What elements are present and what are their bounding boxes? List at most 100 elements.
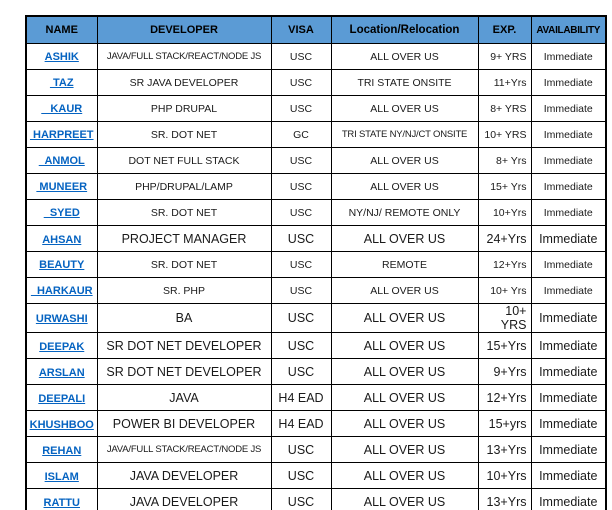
- candidate-name-link[interactable]: RATTU: [43, 496, 80, 509]
- cell-developer: SR. PHP: [96, 277, 272, 304]
- cell-location: ALL OVER US: [330, 462, 479, 489]
- candidate-name-link[interactable]: SYED: [43, 206, 80, 219]
- cell-exp: 10+ YRS: [477, 303, 532, 333]
- cell-exp: 15+ Yrs: [477, 173, 532, 200]
- cell-name: BEAUTY: [25, 251, 98, 278]
- cell-location: ALL OVER US: [330, 43, 479, 70]
- cell-name: REHAN: [25, 436, 98, 463]
- table-row: AHSAN PROJECT MANAGER USC ALL OVER US 24+Yrs…: [25, 225, 607, 252]
- cell-developer: JAVA DEVELOPER: [96, 462, 272, 489]
- table-row: ANMOL DOT NET FULL STACK USC ALL OVER US 8+ …: [25, 147, 607, 174]
- cell-name: KHUSHBOO: [25, 410, 98, 437]
- cell-exp: 13+Yrs: [477, 436, 532, 463]
- table-row: REHAN JAVA/FULL STACK/REACT/NODE JS USC ALL…: [25, 436, 607, 463]
- cell-name: SYED: [25, 199, 98, 226]
- cell-visa: USC: [270, 95, 332, 122]
- table-row: BEAUTY SR. DOT NET USC REMOTE 12+Yrs Immediat…: [25, 251, 607, 278]
- cell-developer: SR DOT NET DEVELOPER: [96, 358, 272, 385]
- cell-location: REMOTE: [330, 251, 479, 278]
- candidate-name-link[interactable]: TAZ: [49, 76, 74, 89]
- cell-developer: JAVA/FULL STACK/REACT/NODE JS: [96, 436, 272, 463]
- cell-developer: POWER BI DEVELOPER: [96, 410, 272, 437]
- cell-availability: Immediate: [530, 436, 607, 463]
- cell-exp: 9+Yrs: [477, 358, 532, 385]
- cell-availability: Immediate: [530, 173, 607, 200]
- cell-availability: Immediate: [530, 410, 607, 437]
- candidate-name-link[interactable]: BEAUTY: [39, 258, 85, 271]
- cell-name: ASHIK: [25, 43, 98, 70]
- cell-visa: H4 EAD: [270, 384, 332, 411]
- candidate-name-link[interactable]: KAUR: [41, 102, 83, 115]
- cell-exp: 10+Yrs: [477, 199, 532, 226]
- cell-visa: USC: [270, 436, 332, 463]
- cell-location: ALL OVER US: [330, 384, 479, 411]
- cell-location: ALL OVER US: [330, 147, 479, 174]
- cell-name: KAUR: [25, 95, 98, 122]
- cell-exp: 10+ Yrs: [477, 277, 532, 304]
- cell-location: ALL OVER US: [330, 488, 479, 510]
- cell-developer: SR DOT NET DEVELOPER: [96, 332, 272, 359]
- cell-developer: SR. DOT NET: [96, 251, 272, 278]
- table-row: HARKAUR SR. PHP USC ALL OVER US 10+ Yrs Immed…: [25, 277, 607, 304]
- candidate-name-link[interactable]: ANMOL: [38, 154, 85, 167]
- cell-exp: 8+ YRS: [477, 95, 532, 122]
- table-row: ASHIK JAVA/FULL STACK/REACT/NODE JS USC ALL…: [25, 43, 607, 70]
- cell-name: MUNEER: [25, 173, 98, 200]
- candidate-name-link[interactable]: HARKAUR: [30, 284, 93, 297]
- cell-name: TAZ: [25, 69, 98, 96]
- cell-developer: PHP DRUPAL: [96, 95, 272, 122]
- cell-visa: USC: [270, 225, 332, 252]
- cell-location: ALL OVER US: [330, 95, 479, 122]
- cell-name: ISLAM: [25, 462, 98, 489]
- cell-availability: Immediate: [530, 147, 607, 174]
- cell-developer: SR. DOT NET: [96, 199, 272, 226]
- candidate-name-link[interactable]: AHSAN: [42, 233, 82, 246]
- candidate-name-link[interactable]: KHUSHBOO: [29, 418, 94, 431]
- cell-name: HARPREET: [25, 121, 98, 148]
- candidate-name-link[interactable]: ARSLAN: [38, 366, 85, 379]
- cell-exp: 12+Yrs: [477, 384, 532, 411]
- cell-developer: JAVA DEVELOPER: [96, 488, 272, 510]
- cell-developer: JAVA/FULL STACK/REACT/NODE JS: [96, 43, 272, 70]
- cell-visa: USC: [270, 277, 332, 304]
- candidate-name-link[interactable]: MUNEER: [36, 180, 88, 193]
- candidate-name-link[interactable]: URWASHI: [35, 313, 88, 325]
- candidate-name-link[interactable]: REHAN: [42, 444, 82, 457]
- cell-developer: PROJECT MANAGER: [96, 225, 272, 252]
- cell-visa: USC: [270, 358, 332, 385]
- cell-availability: Immediate: [530, 384, 607, 411]
- candidate-name-link[interactable]: HARPREET: [29, 128, 94, 141]
- cell-location: ALL OVER US: [330, 303, 479, 333]
- cell-name: AHSAN: [25, 225, 98, 252]
- cell-exp: 12+Yrs: [477, 251, 532, 278]
- candidate-name-link[interactable]: ASHIK: [44, 50, 79, 63]
- candidate-name-link[interactable]: ISLAM: [44, 470, 79, 483]
- cell-location: TRI STATE NY/NJ/CT ONSITE: [330, 121, 479, 148]
- cell-visa: USC: [270, 147, 332, 174]
- cell-name: DEEPAK: [25, 332, 98, 359]
- column-header-name: NAME: [25, 15, 98, 44]
- cell-availability: Immediate: [530, 462, 607, 489]
- cell-availability: Immediate: [530, 199, 607, 226]
- candidate-name-link[interactable]: DEEPAK: [39, 340, 85, 353]
- cell-name: ANMOL: [25, 147, 98, 174]
- cell-developer: BA: [96, 303, 272, 333]
- cell-availability: Immediate: [530, 277, 607, 304]
- cell-location: ALL OVER US: [330, 410, 479, 437]
- table-row: MUNEER PHP/DRUPAL/LAMP USC ALL OVER US 15+ Y…: [25, 173, 607, 200]
- cell-visa: USC: [270, 303, 332, 333]
- cell-developer: SR. DOT NET: [96, 121, 272, 148]
- table-row: KAUR PHP DRUPAL USC ALL OVER US 8+ YRS Immedi…: [25, 95, 607, 122]
- table-row: KHUSHBOO POWER BI DEVELOPER H4 EAD ALL OVER…: [25, 410, 607, 437]
- cell-visa: H4 EAD: [270, 410, 332, 437]
- cell-location: ALL OVER US: [330, 332, 479, 359]
- column-header-developer: DEVELOPER: [96, 15, 272, 44]
- table-row: ARSLAN SR DOT NET DEVELOPER USC ALL OVER US…: [25, 358, 607, 385]
- candidate-name-link[interactable]: DEEPALI: [38, 392, 86, 405]
- cell-developer: SR JAVA DEVELOPER: [96, 69, 272, 96]
- table-row: TAZ SR JAVA DEVELOPER USC TRI STATE ONSITE 1…: [25, 69, 607, 96]
- cell-availability: Immediate: [530, 251, 607, 278]
- cell-visa: USC: [270, 462, 332, 489]
- cell-availability: Immediate: [530, 95, 607, 122]
